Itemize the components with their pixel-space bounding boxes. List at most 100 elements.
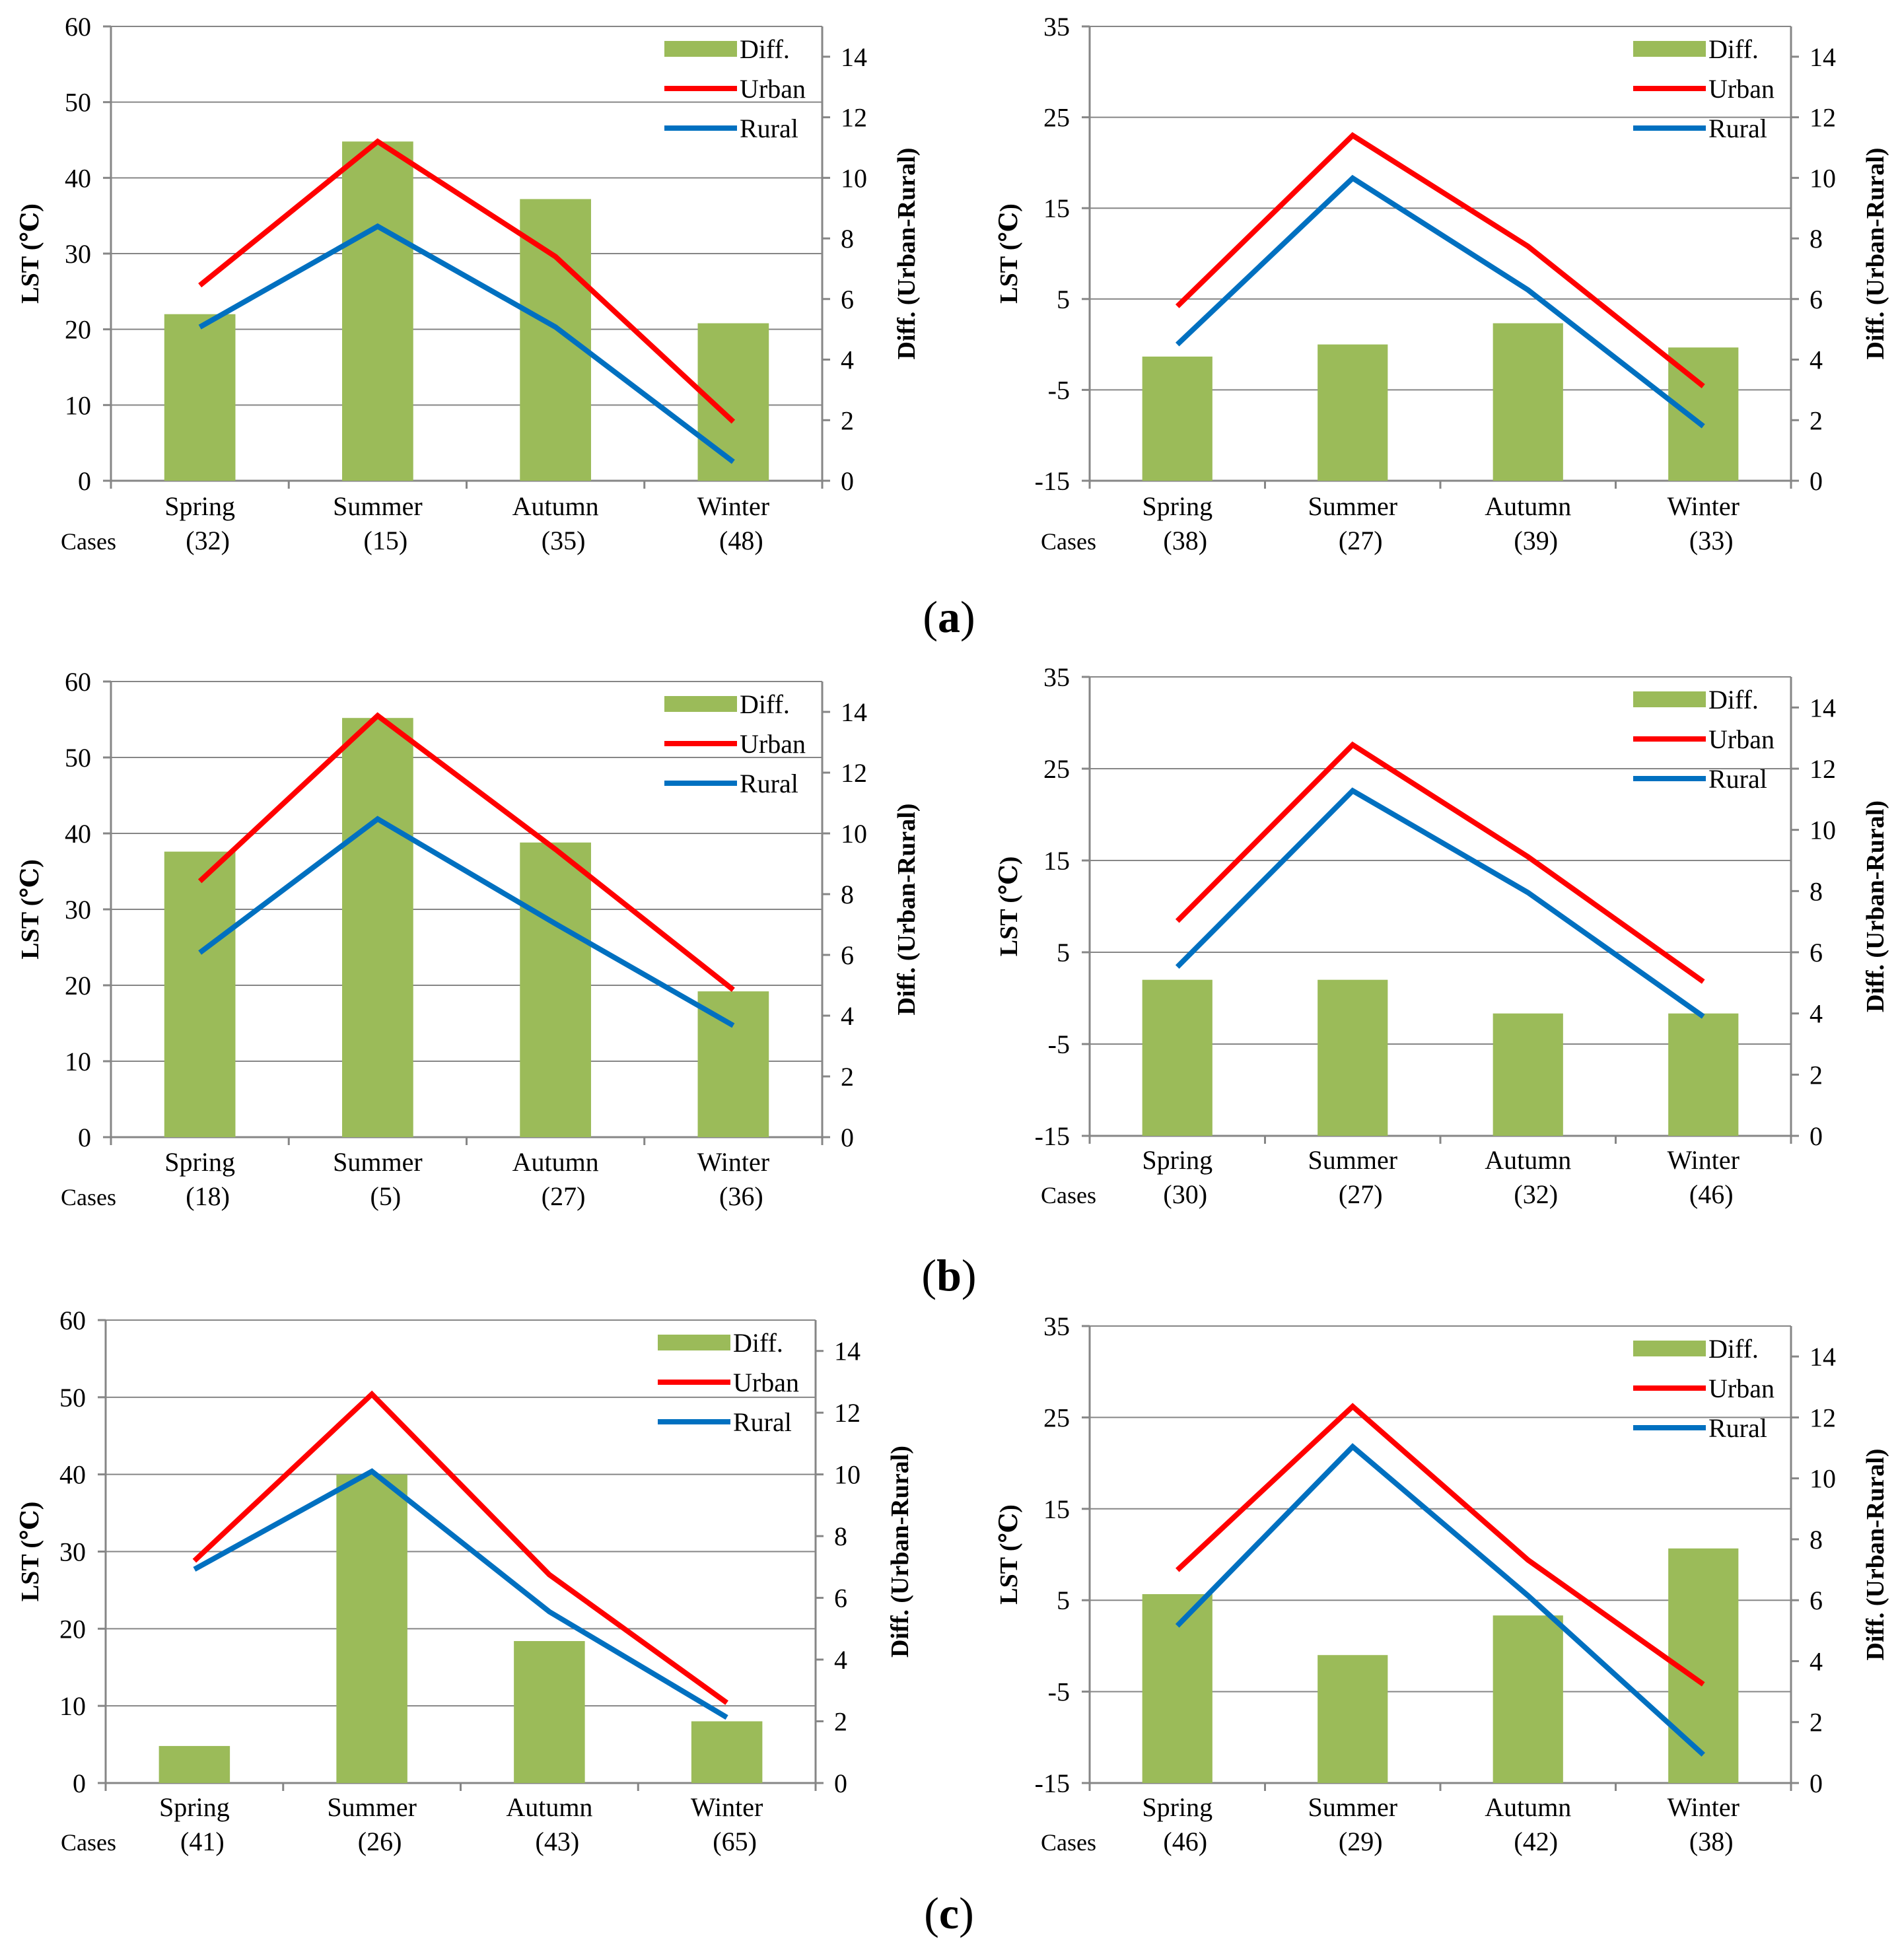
y-tick-label-left: 30 (65, 239, 91, 269)
y-tick-label-left: 60 (65, 12, 91, 42)
y-tick-label-left: 0 (78, 466, 91, 496)
y-axis-title-left: LST (℃) (995, 857, 1023, 956)
cases-count: (39) (1514, 526, 1558, 555)
cases-label: Cases (61, 1829, 116, 1856)
y-tick-label-right: 12 (841, 103, 867, 133)
x-tick-label-spring: Spring (159, 1792, 230, 1822)
panel-label-a: (a) (0, 591, 1898, 643)
chart-b-left: 0 10 20 30 40 50 60 0 2 4 6 8 10 12 14 Spring Summer Autu… (17, 667, 921, 1211)
line-rural (198, 223, 735, 464)
legend-label-rural: Rural (733, 1407, 792, 1437)
y-tick-label-right: 2 (1810, 1708, 1823, 1737)
y-axis-title-right: Diff. (Urban-Rural) (1862, 800, 1889, 1012)
y-tick-label-right: 14 (841, 42, 867, 72)
line-urban (1176, 1403, 1705, 1687)
panel-label-b-open: ( (921, 1250, 937, 1300)
x-tick-label-spring: Spring (1142, 491, 1213, 521)
x-tick-label-autumn: Autumn (1485, 491, 1571, 521)
y-tick-label-right: 10 (1810, 163, 1836, 193)
cases-count: (26) (358, 1827, 402, 1856)
cases-count: (30) (1163, 1179, 1207, 1209)
y-axis-title-left: LST (℃) (17, 1502, 44, 1601)
x-tick-label-summer: Summer (333, 1147, 423, 1177)
y-tick-label-right: 2 (841, 405, 854, 435)
x-tick-label-summer: Summer (1308, 491, 1397, 521)
panel-label-c-letter: c (938, 1888, 960, 1938)
legend-label-rural: Rural (1708, 1413, 1767, 1443)
y-axis-title-left: LST (℃) (17, 859, 44, 959)
cases-count: (48) (719, 526, 763, 555)
y-axis-title-right: Diff. (Urban-Rural) (1862, 1449, 1889, 1661)
y-tick-label-right: 8 (841, 880, 854, 909)
y-tick-label-left: 5 (1057, 1586, 1070, 1615)
y-tick-label-left: 60 (59, 1306, 86, 1335)
line-urban (198, 138, 736, 424)
legend-swatch-diff (664, 41, 737, 57)
cases-count: (38) (1163, 526, 1207, 555)
y-tick-label-right: 12 (841, 758, 867, 788)
y-tick-label-left: 0 (78, 1123, 91, 1152)
cases-count: (43) (536, 1827, 580, 1856)
x-tick-label-autumn: Autumn (1485, 1145, 1571, 1175)
legend-label-diff: Diff. (733, 1328, 783, 1358)
y-tick-label-left: 15 (1043, 1494, 1070, 1524)
legend-label-rural: Rural (740, 769, 798, 798)
y-tick-label-left: 20 (65, 315, 91, 345)
y-tick-label-right: 6 (1810, 285, 1823, 314)
bar-diff-spring (164, 851, 236, 1137)
legend-swatch-diff (1633, 691, 1706, 707)
x-tick-label-spring: Spring (1142, 1145, 1213, 1175)
y-tick-label-right: 10 (834, 1460, 861, 1490)
bar-diff-autumn (520, 199, 591, 481)
legend-swatch-diff (658, 1335, 730, 1350)
y-tick-label-left: -5 (1048, 1030, 1070, 1059)
y-tick-label-right: 0 (1810, 1121, 1823, 1151)
x-tick-label-winter: Winter (1668, 1792, 1740, 1822)
y-tick-label-left: -15 (1035, 466, 1070, 496)
bar-diff-autumn (1493, 1013, 1563, 1136)
legend-label-diff: Diff. (1708, 685, 1759, 715)
y-tick-label-left: 30 (65, 895, 91, 925)
legend-label-urban: Urban (1708, 724, 1775, 754)
bar-diff-summer (342, 718, 413, 1137)
y-axis-title-right: Diff. (Urban-Rural) (893, 804, 921, 1016)
bar-diff-spring (1142, 979, 1213, 1136)
bar-diff-summer (342, 141, 413, 481)
chart-a-left: 0 10 20 30 40 50 60 0 2 4 6 8 10 12 14 Spring Summer Autu… (17, 12, 921, 555)
legend-label-urban: Urban (1708, 74, 1775, 104)
y-tick-label-left: -15 (1035, 1768, 1070, 1798)
bar-diff-summer (1318, 344, 1388, 481)
bar-diff-summer (336, 1474, 407, 1783)
y-tick-label-right: 10 (841, 819, 867, 849)
y-tick-label-left: 15 (1043, 846, 1070, 876)
panel-label-b-close: ) (961, 1250, 977, 1300)
bar-diff-spring (164, 314, 236, 481)
y-axis-title-right: Diff. (Urban-Rural) (893, 148, 921, 360)
y-tick-label-right: 14 (1810, 42, 1836, 72)
y-tick-label-left: 5 (1057, 285, 1070, 314)
y-tick-label-right: 2 (841, 1062, 854, 1092)
bar-diff-autumn (514, 1641, 585, 1783)
cases-count: (42) (1514, 1827, 1558, 1856)
x-tick-label-spring: Spring (164, 491, 235, 521)
bar-diff-winter (691, 1721, 763, 1783)
y-tick-label-right: 0 (1810, 1768, 1823, 1798)
y-tick-label-left: 40 (65, 819, 91, 849)
y-axis-title-right: Diff. (Urban-Rural) (886, 1446, 914, 1658)
legend-label-urban: Urban (740, 729, 806, 759)
y-tick-label-right: 4 (1810, 999, 1823, 1029)
y-tick-label-right: 0 (841, 1123, 854, 1152)
x-tick-label-winter: Winter (1668, 1145, 1740, 1175)
cases-count: (46) (1163, 1827, 1207, 1856)
bar-diff-autumn (1493, 1615, 1563, 1783)
y-tick-label-right: 6 (841, 285, 854, 314)
cases-label: Cases (61, 1184, 116, 1210)
y-tick-label-left: 20 (65, 971, 91, 1000)
y-tick-label-left: 20 (59, 1614, 86, 1644)
y-tick-label-right: 4 (834, 1645, 847, 1675)
legend-label-rural: Rural (740, 114, 798, 143)
legend-label-urban: Urban (1708, 1374, 1775, 1403)
y-tick-label-left: 35 (1043, 1312, 1070, 1341)
cases-label: Cases (1041, 528, 1096, 555)
